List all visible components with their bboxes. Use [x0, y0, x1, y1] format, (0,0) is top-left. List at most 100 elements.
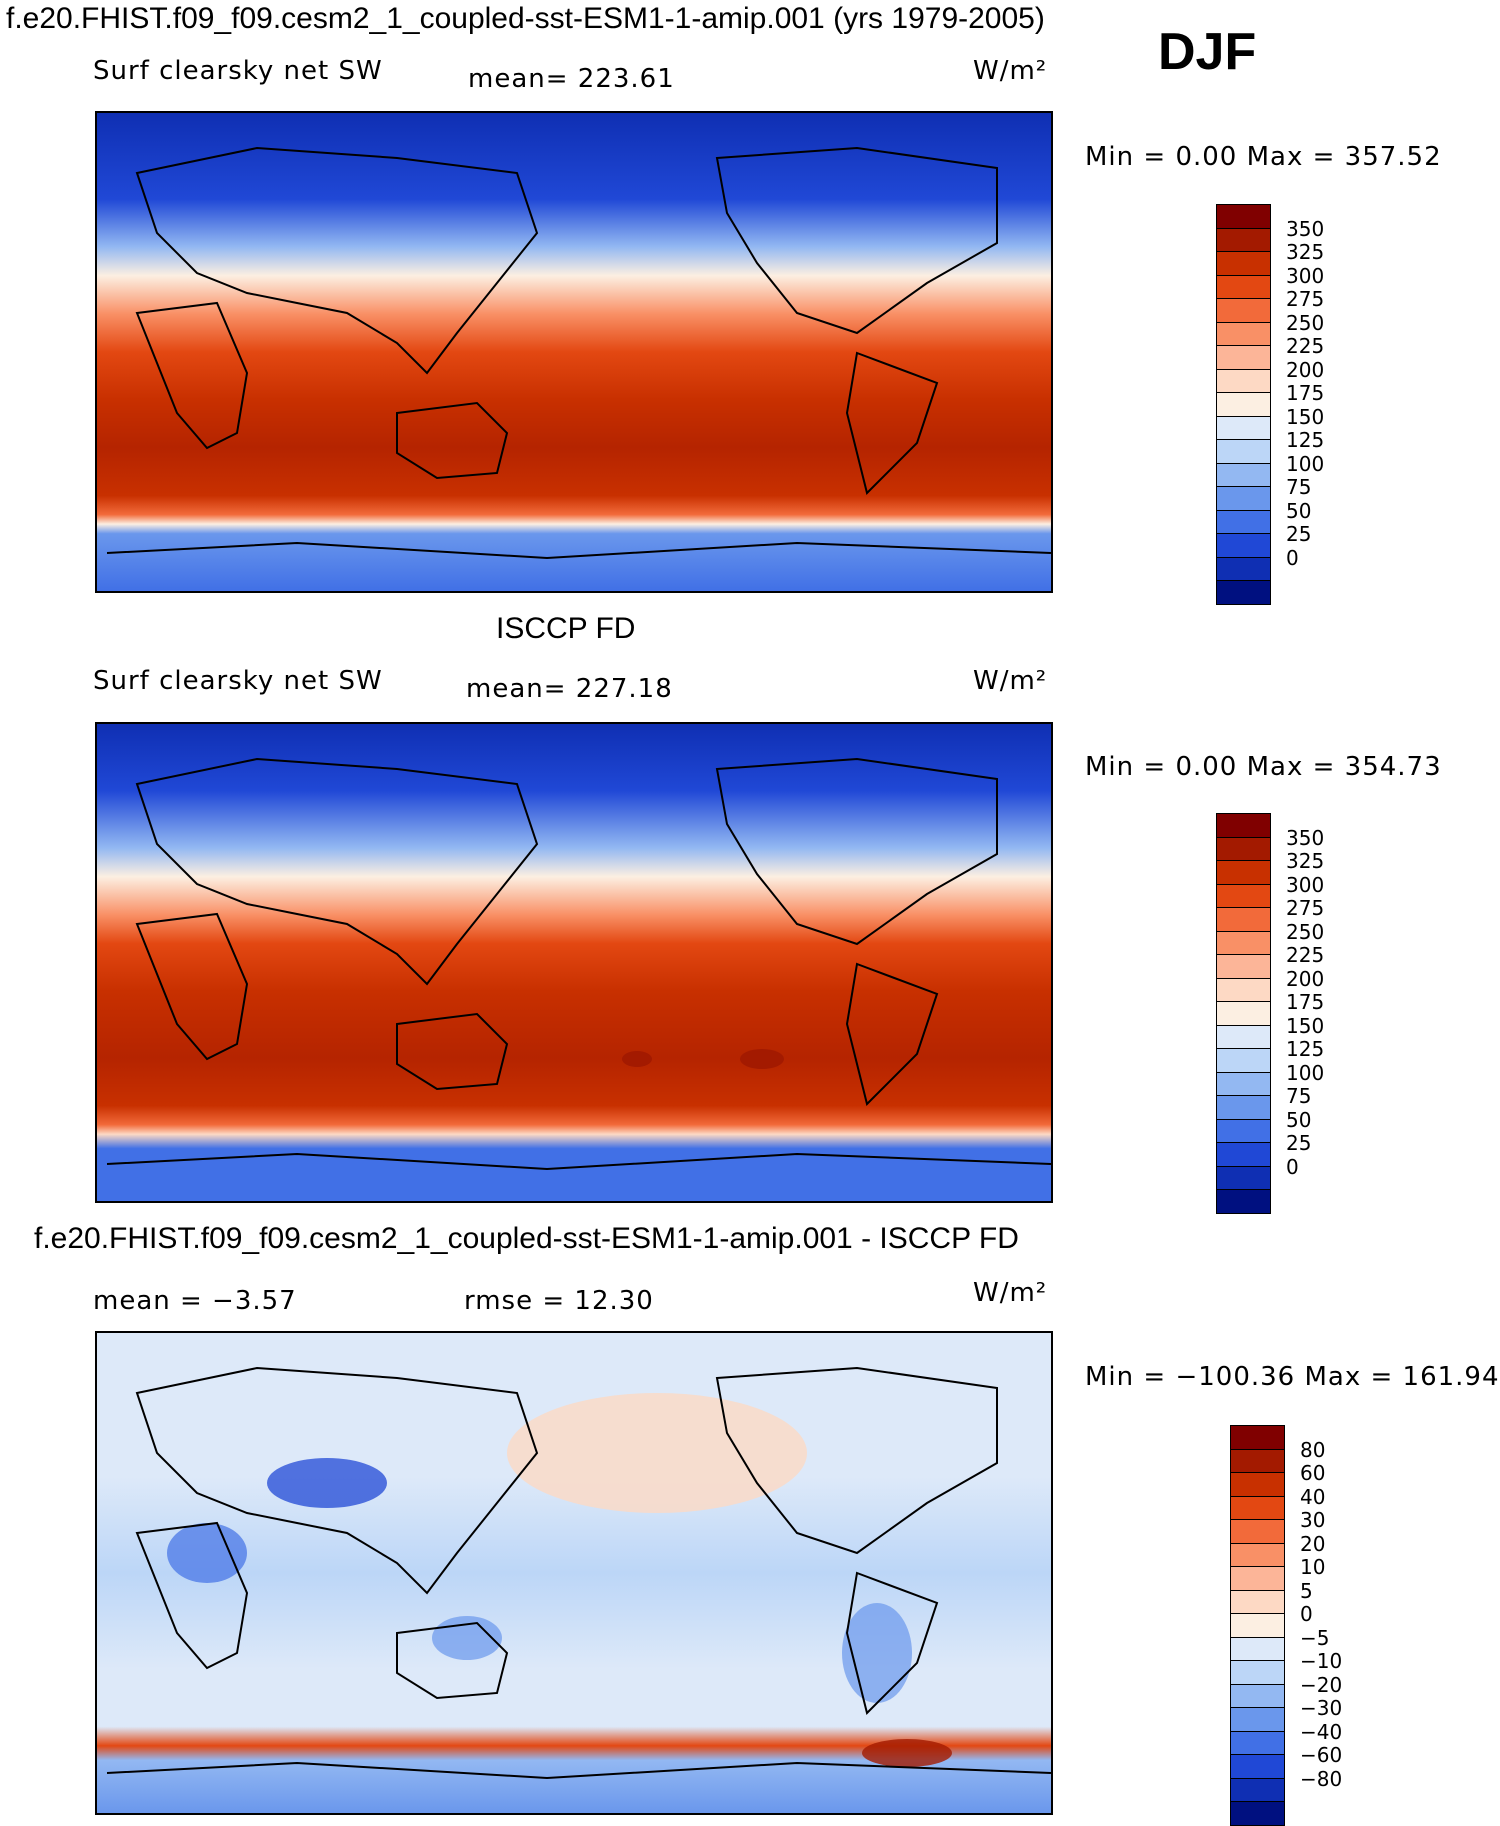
colorbar-swatch [1216, 836, 1271, 861]
colorbar-tick-label: 350 [1286, 825, 1325, 850]
colorbar-swatch [1216, 813, 1271, 838]
colorbar-tick-label: 0 [1300, 1602, 1313, 1626]
colorbar-tick-label: 200 [1286, 357, 1325, 382]
colorbar-swatch [1230, 1519, 1285, 1544]
colorbar-tick-label: 5 [1300, 1578, 1313, 1603]
colorbar-tick-label: 10 [1300, 1555, 1326, 1579]
colorbar-swatch [1230, 1613, 1285, 1638]
colorbar-tick-label: 75 [1286, 1084, 1312, 1108]
colorbar-tick-label: 125 [1286, 1037, 1325, 1061]
colorbar-tick-label: 80 [1300, 1437, 1326, 1462]
panel3-rmse: rmse = 12.30 [464, 1286, 654, 1316]
panel3-colorbar: 80 60 40 30 20 10 5 0 −5 −10 −20 −30 −40 −60 −80 [1230, 1425, 1430, 1826]
colorbar-swatch [1216, 1095, 1271, 1120]
colorbar-tick-label: 350 [1286, 216, 1325, 241]
colorbar-tick-label: 0 [1286, 545, 1299, 570]
colorbar-tick-label: 100 [1286, 451, 1325, 476]
season-label: DJF [1158, 23, 1257, 81]
panel3-mean: mean = −3.57 [93, 1286, 297, 1316]
colorbar-swatch [1216, 462, 1271, 487]
colorbar-tick-label: 150 [1286, 1013, 1325, 1038]
colorbar-swatch [1230, 1495, 1285, 1520]
panel2-coastlines [106, 757, 1051, 1171]
colorbar-swatch [1216, 533, 1271, 558]
colorbar-tick-label: 225 [1286, 943, 1325, 967]
colorbar-swatch [1230, 1566, 1285, 1591]
colorbar-tick-label: 40 [1300, 1484, 1326, 1509]
colorbar-swatch [1216, 1189, 1271, 1214]
colorbar-swatch [1216, 1071, 1271, 1096]
colorbar-swatch [1230, 1542, 1285, 1567]
colorbar-swatch [1230, 1754, 1285, 1779]
colorbar-swatch [1216, 439, 1271, 464]
panel3-title: f.e20.FHIST.f09_f09.cesm2_1_coupled-sst-… [34, 1222, 1019, 1255]
colorbar-tick-label: 50 [1286, 498, 1312, 523]
colorbar-tick-label: −60 [1300, 1743, 1343, 1767]
colorbar-swatch [1216, 1024, 1271, 1049]
colorbar-tick-label: −80 [1300, 1766, 1343, 1791]
panel1-variable: Surf clearsky net SW [93, 56, 383, 86]
colorbar-swatch [1230, 1472, 1285, 1497]
colorbar-swatch [1216, 977, 1271, 1002]
colorbar-tick-label: 325 [1286, 849, 1325, 873]
colorbar-swatch [1230, 1448, 1285, 1473]
colorbar-tick-label: 20 [1300, 1531, 1326, 1556]
panel1-coastlines [106, 146, 1051, 560]
colorbar-swatch [1216, 415, 1271, 440]
colorbar-swatch [1216, 580, 1271, 605]
colorbar-tick-label: 100 [1286, 1060, 1325, 1085]
panel1-map-field [97, 113, 1051, 591]
colorbar-swatch [1216, 1048, 1271, 1073]
colorbar-swatch [1216, 907, 1271, 932]
panel2-mean: mean= 227.18 [466, 674, 673, 704]
colorbar-swatch [1216, 1142, 1271, 1167]
colorbar-tick-label: 225 [1286, 334, 1325, 358]
colorbar-swatch [1216, 251, 1271, 276]
panel1-map [95, 111, 1053, 593]
colorbar-swatch [1216, 1165, 1271, 1190]
colorbar-swatch [1230, 1801, 1285, 1826]
colorbar-swatch [1216, 1001, 1271, 1026]
colorbar-swatch [1216, 204, 1271, 229]
colorbar-tick-label: 60 [1300, 1461, 1326, 1485]
colorbar-tick-label: 200 [1286, 966, 1325, 991]
colorbar-swatch [1216, 345, 1271, 370]
colorbar-tick-label: −20 [1300, 1672, 1343, 1697]
panel2-map-field [97, 724, 1051, 1201]
colorbar-tick-label: −40 [1300, 1719, 1343, 1744]
colorbar-swatch [1230, 1636, 1285, 1661]
colorbar-swatch [1216, 298, 1271, 323]
panel3-coastlines [106, 1366, 1051, 1780]
panel2-units: W/m² [973, 666, 1048, 696]
colorbar-tick-label: 150 [1286, 404, 1325, 429]
colorbar-swatch [1216, 556, 1271, 581]
case-title: f.e20.FHIST.f09_f09.cesm2_1_coupled-sst-… [6, 2, 1045, 35]
colorbar-tick-label: 300 [1286, 263, 1325, 288]
colorbar-swatch [1216, 860, 1271, 885]
panel1-mean: mean= 223.61 [468, 64, 675, 94]
panel3-map [95, 1331, 1053, 1815]
colorbar-tick-label: 175 [1286, 381, 1325, 405]
colorbar-swatch [1216, 930, 1271, 955]
colorbar-tick-label: 300 [1286, 872, 1325, 897]
colorbar-tick-label: 325 [1286, 240, 1325, 264]
panel1-units: W/m² [973, 56, 1048, 86]
panel3-minmax: Min = −100.36 Max = 161.94 [1085, 1362, 1500, 1392]
colorbar-tick-label: 30 [1300, 1508, 1326, 1532]
panel2-variable: Surf clearsky net SW [93, 666, 383, 696]
colorbar-swatch [1230, 1730, 1285, 1755]
colorbar-swatch [1216, 274, 1271, 299]
colorbar-tick-label: 125 [1286, 428, 1325, 452]
colorbar-tick-label: 0 [1286, 1154, 1299, 1179]
colorbar-swatch [1230, 1589, 1285, 1614]
colorbar-tick-label: 25 [1286, 1131, 1312, 1155]
colorbar-swatch [1216, 486, 1271, 511]
colorbar-swatch [1216, 1118, 1271, 1143]
panel1-minmax: Min = 0.00 Max = 357.52 [1085, 142, 1442, 172]
colorbar-swatch [1216, 321, 1271, 346]
panel2-minmax: Min = 0.00 Max = 354.73 [1085, 752, 1442, 782]
colorbar-swatch [1216, 954, 1271, 979]
panel3-units: W/m² [973, 1278, 1048, 1308]
panel1-colorbar: 350 325 300 275 250 225 200 175 150 125 100 75 50 25 0 [1216, 204, 1416, 605]
colorbar-swatch [1230, 1425, 1285, 1450]
